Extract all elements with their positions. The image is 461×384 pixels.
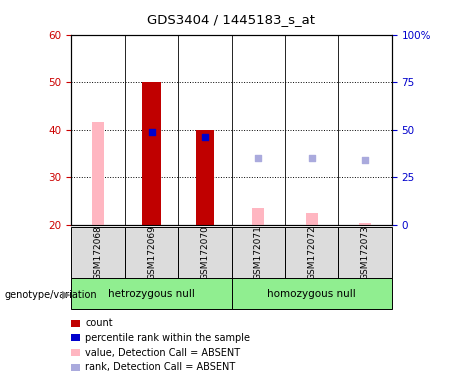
- Bar: [285, 227, 338, 278]
- Text: count: count: [85, 318, 113, 328]
- Bar: [253, 208, 264, 225]
- Point: [201, 134, 209, 140]
- Bar: [71, 227, 125, 278]
- Text: GSM172073: GSM172073: [361, 225, 370, 280]
- Point: [361, 157, 369, 164]
- Bar: [359, 223, 371, 225]
- Point: [148, 129, 155, 135]
- Text: GSM172070: GSM172070: [201, 225, 209, 280]
- Bar: [231, 278, 392, 309]
- Bar: [306, 213, 318, 225]
- Text: value, Detection Call = ABSENT: value, Detection Call = ABSENT: [85, 348, 240, 358]
- Bar: [338, 227, 392, 278]
- Text: ▶: ▶: [62, 290, 71, 300]
- Text: homozygous null: homozygous null: [267, 289, 356, 299]
- Text: genotype/variation: genotype/variation: [5, 290, 97, 300]
- Bar: [231, 227, 285, 278]
- Point: [308, 155, 315, 161]
- Bar: [195, 130, 214, 225]
- Bar: [71, 278, 231, 309]
- Text: hetrozygous null: hetrozygous null: [108, 289, 195, 299]
- Bar: [125, 227, 178, 278]
- Bar: [142, 82, 161, 225]
- Bar: [178, 227, 231, 278]
- Text: percentile rank within the sample: percentile rank within the sample: [85, 333, 250, 343]
- Text: GSM172068: GSM172068: [94, 225, 103, 280]
- Text: GSM172072: GSM172072: [307, 225, 316, 280]
- Text: rank, Detection Call = ABSENT: rank, Detection Call = ABSENT: [85, 362, 236, 372]
- Text: GSM172071: GSM172071: [254, 225, 263, 280]
- Text: GDS3404 / 1445183_s_at: GDS3404 / 1445183_s_at: [147, 13, 314, 26]
- Bar: [92, 122, 104, 225]
- Point: [254, 155, 262, 161]
- Text: GSM172069: GSM172069: [147, 225, 156, 280]
